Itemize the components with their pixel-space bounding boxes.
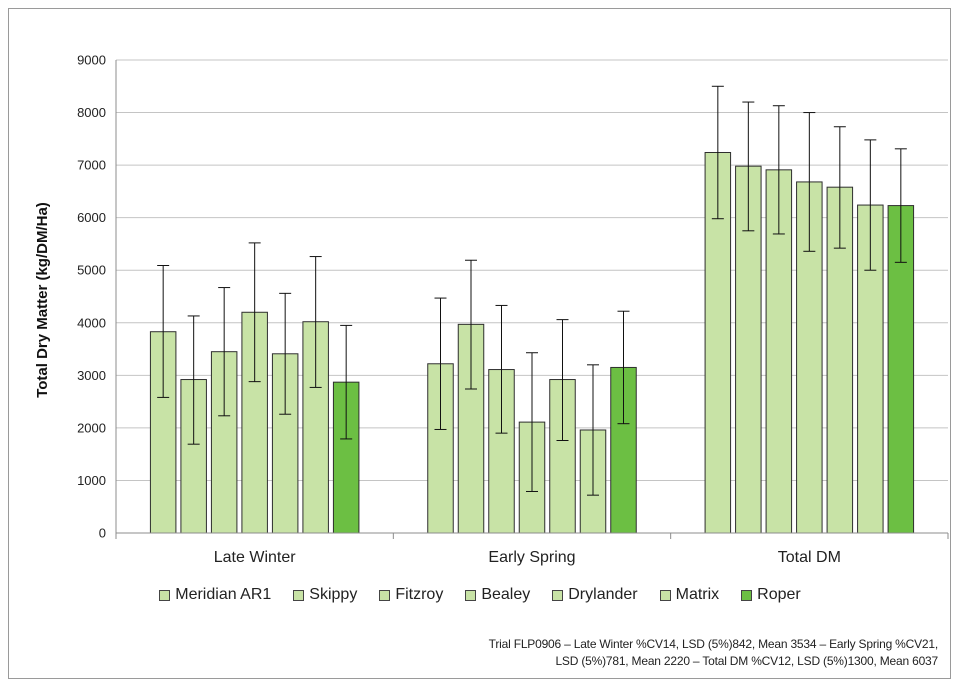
- y-tick-label: 6000: [77, 210, 106, 225]
- legend-item: Skippy: [293, 586, 357, 604]
- y-tick-labels: 0 1000 2000 3000 4000 5000 6000 7000 8000 9000: [77, 53, 106, 541]
- legend-swatch: [741, 589, 753, 601]
- legend: Meridian AR1 Skippy Fitzroy Bealey Drylander…: [0, 586, 960, 604]
- legend-item: Meridian AR1: [159, 586, 271, 604]
- legend-label: Skippy: [309, 586, 358, 603]
- y-tick-label: 5000: [77, 263, 106, 278]
- y-tick-label: 7000: [77, 158, 106, 173]
- legend-swatch: [159, 589, 171, 601]
- bar: [826, 186, 854, 534]
- y-tick-label: 8000: [77, 105, 106, 120]
- legend-item: Fitzroy: [379, 586, 443, 604]
- legend-label: Bealey: [481, 586, 531, 603]
- legend-swatch: [379, 589, 391, 601]
- y-tick-label: 4000: [77, 315, 106, 330]
- trial-note: Trial FLP0906 – Late Winter %CV14, LSD (…: [488, 636, 939, 670]
- legend-label: Meridian AR1: [175, 586, 272, 603]
- axes: [115, 60, 949, 539]
- y-tick-label: 9000: [77, 53, 106, 68]
- y-tick-label: 1000: [77, 473, 106, 488]
- y-tick-label: 0: [99, 526, 106, 541]
- y-axis-label: Total Dry Matter (kg/DM/Ha): [34, 202, 51, 398]
- trial-note-line-2: LSD (5%)781, Mean 2220 – Total DM %CV12,…: [555, 654, 938, 668]
- legend-item: Bealey: [465, 586, 530, 604]
- legend-swatch: [552, 589, 564, 601]
- legend-item: Matrix: [659, 586, 720, 604]
- legend-swatch: [293, 589, 305, 601]
- legend-item: Roper: [741, 586, 801, 604]
- legend-label: Drylander: [568, 586, 638, 603]
- y-tick-label: 3000: [77, 368, 106, 383]
- bars: [149, 151, 915, 534]
- x-category-label: Total DM: [778, 549, 841, 566]
- x-category-label: Late Winter: [214, 549, 296, 566]
- error-bars: [157, 85, 907, 496]
- legend-swatch: [465, 589, 477, 601]
- legend-item: Drylander: [552, 586, 638, 604]
- legend-label: Fitzroy: [395, 586, 444, 603]
- y-tick-label: 2000: [77, 420, 106, 435]
- x-category-label: Early Spring: [488, 549, 575, 566]
- legend-swatch: [659, 589, 671, 601]
- x-category-labels: Late Winter Early Spring Total DM: [214, 549, 841, 566]
- legend-label: Roper: [757, 586, 801, 603]
- trial-note-line-1: Trial FLP0906 – Late Winter %CV14, LSD (…: [488, 637, 939, 651]
- legend-label: Matrix: [675, 586, 720, 603]
